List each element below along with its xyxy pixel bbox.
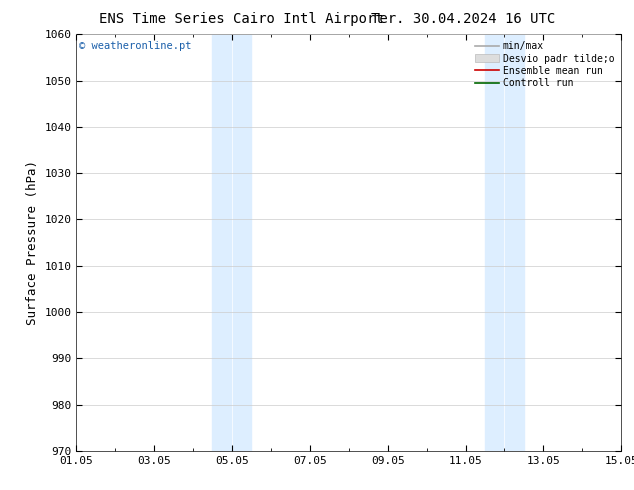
Text: Ter. 30.04.2024 16 UTC: Ter. 30.04.2024 16 UTC [371, 12, 555, 26]
Bar [485, 34, 505, 451]
Bar [505, 34, 524, 451]
Text: ENS Time Series Cairo Intl Airport: ENS Time Series Cairo Intl Airport [98, 12, 384, 26]
Bar [212, 34, 232, 451]
Text: © weatheronline.pt: © weatheronline.pt [79, 41, 191, 50]
Bar [232, 34, 251, 451]
Y-axis label: Surface Pressure (hPa): Surface Pressure (hPa) [25, 160, 39, 325]
Legend: min/max, Desvio padr tilde;o, Ensemble mean run, Controll run: min/max, Desvio padr tilde;o, Ensemble m… [473, 39, 616, 90]
